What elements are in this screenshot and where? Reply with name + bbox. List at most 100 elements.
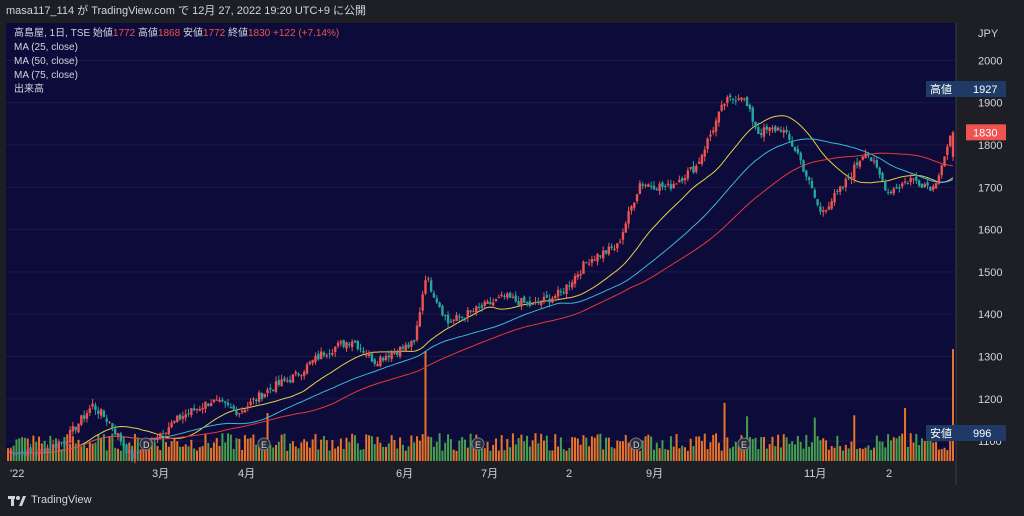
candle-body: [675, 183, 678, 185]
candle-body: [539, 302, 543, 306]
candle-body: [576, 274, 580, 278]
volume-bar: [664, 449, 667, 461]
volume-bar: [69, 443, 72, 461]
tradingview-logo-icon: [8, 494, 26, 506]
volume-bar: [469, 433, 472, 461]
volume-bar: [218, 446, 221, 461]
candle-body: [920, 183, 924, 188]
low-value: 996: [973, 428, 991, 440]
volume-bar: [571, 437, 574, 461]
candle-body: [15, 454, 18, 456]
legend-high: 1868: [157, 28, 181, 39]
candle-body: [427, 278, 430, 280]
candle-body: [102, 410, 106, 417]
volume-bar: [531, 440, 534, 461]
candle-body: [339, 341, 343, 344]
candle-body: [864, 153, 867, 159]
volume-bar: [856, 449, 859, 461]
candle-body: [379, 356, 382, 367]
volume-bar: [362, 449, 365, 461]
price-chart[interactable]: 1100120013001400150016001700180019002000…: [6, 23, 1018, 485]
candle-body: [398, 346, 402, 357]
volume-bar: [142, 445, 145, 461]
candle-body: [108, 421, 111, 423]
candle-body: [480, 305, 484, 308]
candle-body: [54, 443, 58, 448]
legend-ma50[interactable]: MA (50, close): [14, 56, 78, 67]
volume-bar: [889, 440, 892, 461]
volume-bar: [413, 442, 416, 461]
volume-bar: [799, 441, 802, 461]
volume-bar: [559, 437, 562, 461]
volume-bar: [887, 434, 890, 461]
last-price-value: 1830: [973, 127, 997, 139]
volume-bar: [636, 443, 639, 461]
candle-body: [240, 410, 244, 413]
candle-body: [700, 154, 704, 164]
candle-body: [514, 295, 517, 302]
x-tick-label: 4月: [238, 468, 255, 480]
candle-body: [91, 403, 94, 407]
high-value: 1927: [973, 84, 997, 96]
candle-body: [192, 408, 196, 411]
legend-ma25[interactable]: MA (25, close): [14, 42, 78, 53]
candle-body: [178, 414, 182, 420]
volume-bar: [97, 434, 100, 461]
volume-bar: [777, 434, 780, 461]
candle-body: [669, 184, 673, 189]
candle-body: [613, 248, 616, 250]
high-value-tag: [966, 81, 1006, 97]
volume-bar: [658, 448, 661, 461]
candle-body: [872, 160, 876, 162]
volume-bar: [266, 413, 269, 461]
candle-body: [802, 160, 805, 172]
volume-bar: [7, 448, 9, 461]
candle-body: [500, 294, 503, 297]
candle-body: [590, 258, 594, 263]
volume-bar: [661, 440, 664, 461]
candle-body: [652, 185, 656, 190]
candle-body: [579, 273, 582, 276]
candle-body: [508, 292, 512, 298]
volume-bar: [542, 440, 545, 461]
candle-body: [861, 156, 864, 160]
candle-body: [649, 185, 653, 187]
volume-bar: [836, 435, 839, 461]
candle-body: [80, 415, 83, 425]
chart-panel[interactable]: 1100 1200 1300 1400 1500 1600 1700 1800 1900 2000…: [6, 23, 1018, 485]
legend-volume[interactable]: 出来高: [14, 84, 44, 95]
y-tick-label: 1500: [978, 267, 1002, 279]
candle-body: [66, 441, 69, 447]
volume-bar: [356, 443, 359, 461]
candle-body: [184, 414, 187, 418]
ma75-line: [7, 152, 954, 455]
volume-bar: [763, 437, 765, 461]
brand-footer[interactable]: TradingView: [8, 494, 92, 506]
x-tick-label: 7月: [481, 468, 498, 480]
x-tick-label: 2: [566, 468, 572, 480]
candle-body: [734, 100, 737, 102]
candle-body: [302, 371, 306, 376]
volume-bar: [650, 436, 653, 461]
volume-bar: [176, 441, 179, 461]
candle-body: [418, 312, 422, 327]
candle-body: [410, 340, 413, 347]
candle-body: [432, 293, 436, 298]
x-tick-label: 2: [886, 468, 892, 480]
candle-body: [847, 177, 850, 179]
volume-bar: [229, 434, 232, 461]
currency-label: JPY: [978, 28, 999, 40]
candle-body: [489, 302, 492, 305]
volume-bar: [435, 441, 438, 461]
volume-bar: [365, 434, 368, 461]
candle-body: [252, 398, 255, 400]
volume-bar: [754, 437, 757, 461]
candle-body: [218, 399, 221, 402]
legend-ma75[interactable]: MA (75, close): [14, 70, 78, 81]
volume-bar: [751, 439, 754, 461]
candle-body: [63, 441, 66, 445]
candle-body: [37, 449, 41, 455]
volume-bar: [819, 440, 822, 461]
candle-body: [393, 352, 396, 354]
candle-body: [288, 379, 292, 383]
